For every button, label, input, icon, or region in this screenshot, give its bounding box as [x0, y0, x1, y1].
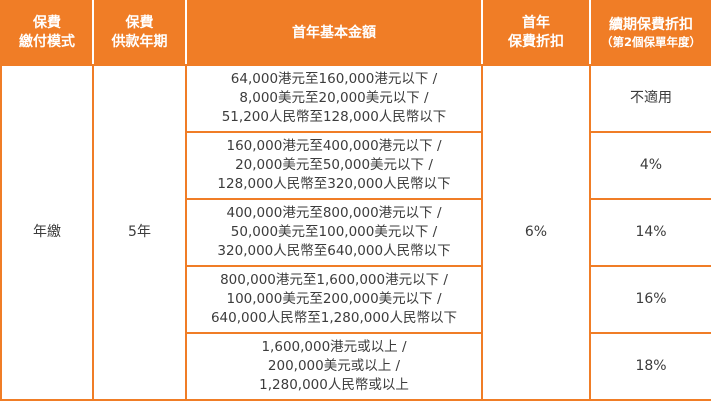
amount-line: 800,000港元至1,600,000港元以下 /	[220, 272, 448, 288]
renewal-discount-cell: 16%	[589, 265, 711, 334]
amount-line: 1,600,000港元或以上 /	[261, 339, 407, 355]
col-header-renewal-discount-line2: （第2個保單年度）	[600, 35, 701, 49]
col-header-payment-mode: 保費 繳付模式	[0, 0, 94, 66]
table-row: 年繳 5年 64,000港元至160,000港元以下 / 8,000美元至20,…	[0, 64, 711, 401]
col-header-first-year-discount-line1: 首年	[522, 15, 550, 31]
first-year-discount-cell: 6%	[481, 64, 591, 401]
amount-line: 160,000港元至400,000港元以下 /	[226, 138, 442, 154]
amount-cell: 1,600,000港元或以上 / 200,000美元或以上 / 1,280,00…	[185, 332, 483, 401]
col-header-payment-mode-line1: 保費	[33, 15, 61, 31]
amount-cell: 64,000港元至160,000港元以下 / 8,000美元至20,000美元以…	[185, 64, 483, 133]
amount-cell: 160,000港元至400,000港元以下 / 20,000美元至50,000美…	[185, 131, 483, 200]
col-header-renewal-discount: 續期保費折扣 （第2個保單年度）	[589, 0, 711, 66]
col-header-payment-term: 保費 供款年期	[92, 0, 187, 66]
amount-cell: 400,000港元至800,000港元以下 / 50,000美元至100,000…	[185, 198, 483, 267]
table-row: 160,000港元至400,000港元以下 / 20,000美元至50,000美…	[1, 131, 711, 200]
table-row: 800,000港元至1,600,000港元以下 / 100,000美元至200,…	[1, 265, 711, 334]
renewal-discount-cell: 不適用	[589, 64, 711, 133]
col-header-payment-term-line2: 供款年期	[111, 34, 168, 50]
col-header-renewal-discount-line1: 續期保費折扣	[609, 17, 693, 33]
amount-line: 1,280,000人民幣或以上	[259, 377, 409, 393]
amount-line: 320,000人民幣至640,000人民幣以下	[217, 243, 451, 259]
amount-line: 640,000人民幣至1,280,000人民幣以下	[210, 310, 458, 326]
col-header-payment-term-line1: 保費	[125, 15, 154, 31]
amount-line: 400,000港元至800,000港元以下 /	[226, 205, 442, 221]
payment-term-cell: 5年	[92, 64, 187, 401]
renewal-discount-cell: 4%	[589, 131, 711, 200]
col-header-first-year-discount: 首年 保費折扣	[481, 0, 591, 66]
table-row: 400,000港元至800,000港元以下 / 50,000美元至100,000…	[1, 198, 711, 267]
header-row: 保費 繳付模式 保費 供款年期 首年基本金額 首年 保費折扣 續期保費折扣 （第…	[0, 0, 711, 66]
amount-line: 8,000美元至20,000美元以下 /	[239, 90, 429, 106]
amount-cell: 800,000港元至1,600,000港元以下 / 100,000美元至200,…	[185, 265, 483, 334]
amount-line: 64,000港元至160,000港元以下 /	[230, 71, 438, 87]
renewal-discount-cell: 14%	[589, 198, 711, 267]
col-header-first-year-discount-line2: 保費折扣	[508, 34, 564, 50]
table-row: 1,600,000港元或以上 / 200,000美元或以上 / 1,280,00…	[1, 332, 711, 401]
amount-line: 50,000美元至100,000美元以下 /	[230, 224, 438, 240]
col-header-payment-mode-line2: 繳付模式	[19, 34, 75, 50]
col-header-basic-amount-line1: 首年基本金額	[292, 24, 376, 41]
amount-line: 200,000美元或以上 /	[267, 358, 401, 374]
amount-line: 20,000美元至50,000美元以下 /	[235, 157, 433, 173]
amount-line: 51,200人民幣至128,000人民幣以下	[221, 109, 447, 125]
col-header-basic-amount: 首年基本金額	[185, 0, 483, 66]
amount-line: 100,000美元至200,000美元以下 /	[226, 291, 442, 307]
payment-mode-cell: 年繳	[0, 64, 94, 401]
amount-line: 128,000人民幣至320,000人民幣以下	[217, 176, 451, 192]
renewal-discount-cell: 18%	[589, 332, 711, 401]
